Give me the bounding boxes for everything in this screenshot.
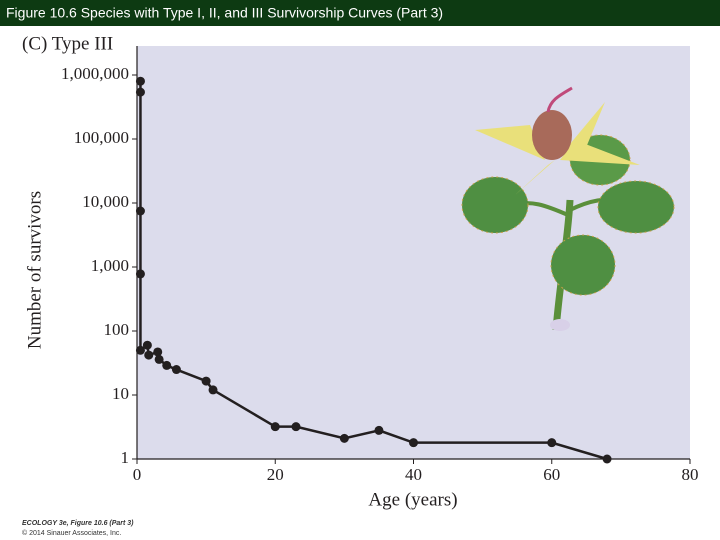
x-tick-label: 20 bbox=[267, 465, 284, 484]
y-tick-label: 10,000 bbox=[82, 192, 129, 211]
data-point bbox=[409, 438, 418, 448]
footer-credit: ECOLOGY 3e, Figure 10.6 (Part 3) bbox=[22, 520, 134, 527]
survivorship-line bbox=[139, 81, 608, 461]
footer-copyright: © 2014 Sinauer Associates, Inc. bbox=[22, 529, 121, 537]
data-point bbox=[201, 376, 211, 386]
header-title: Figure 10.6 Species with Type I, II, and… bbox=[6, 5, 443, 21]
data-point bbox=[142, 340, 152, 350]
y-tick-label: 1,000 bbox=[91, 256, 129, 275]
data-point bbox=[171, 365, 181, 375]
data-point bbox=[135, 269, 145, 279]
y-axis-label: Number of survivors bbox=[24, 191, 45, 349]
x-tick-label: 60 bbox=[543, 465, 560, 484]
y-tick-label: 1 bbox=[121, 448, 130, 467]
data-point bbox=[374, 425, 384, 435]
data-point bbox=[208, 385, 218, 395]
data-point bbox=[291, 422, 301, 432]
y-tick-label: 1,000,000 bbox=[61, 64, 129, 83]
y-tick-label: 100 bbox=[104, 320, 130, 339]
y-tick-label: 100,000 bbox=[74, 128, 129, 147]
data-point bbox=[135, 76, 145, 86]
x-tick-label: 0 bbox=[133, 465, 142, 484]
data-point bbox=[153, 347, 163, 357]
data-point bbox=[339, 433, 349, 443]
data-point bbox=[162, 360, 172, 370]
plant-illustration bbox=[461, 86, 675, 331]
data-point bbox=[154, 354, 164, 364]
x-tick-label: 80 bbox=[682, 465, 699, 484]
data-point bbox=[144, 350, 154, 360]
x-axis-label: Age (years) bbox=[368, 489, 457, 510]
data-point bbox=[270, 422, 280, 432]
data-point bbox=[135, 345, 145, 355]
data-point bbox=[135, 87, 145, 97]
panel-label: (C) Type III bbox=[22, 33, 113, 54]
data-point bbox=[135, 206, 145, 216]
header-bar bbox=[0, 0, 720, 26]
data-point bbox=[602, 454, 612, 464]
y-tick-label: 10 bbox=[112, 384, 129, 403]
data-point bbox=[547, 438, 557, 448]
x-tick-label: 40 bbox=[405, 465, 422, 484]
